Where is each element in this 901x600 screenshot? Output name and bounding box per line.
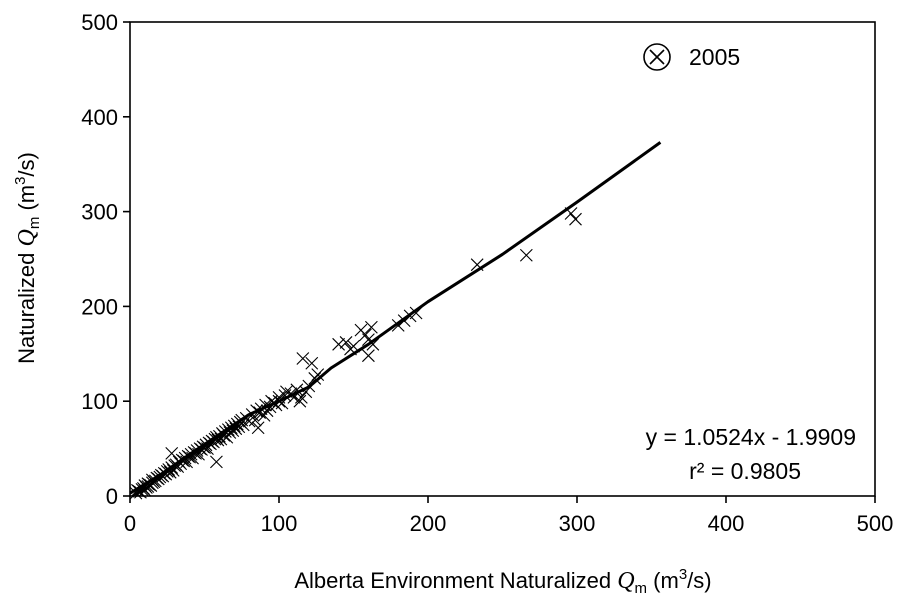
data-point [308, 372, 322, 385]
r-squared-label: r² = 0.9805 [689, 458, 801, 484]
data-point [293, 394, 307, 408]
equation-label: y = 1.0524x - 1.9909 [646, 424, 856, 450]
legend: 2005 [643, 43, 740, 71]
data-point [251, 421, 265, 435]
data-point [311, 368, 325, 382]
data-point [210, 455, 223, 469]
x-axis: 0 100 200 300 400 500 [124, 496, 893, 536]
y-tick-label: 500 [81, 10, 118, 35]
data-point [569, 212, 582, 226]
legend-marker-icon [643, 43, 671, 71]
y-axis-title: Naturalized Qm (m3/s) [12, 152, 43, 364]
data-point [165, 446, 179, 460]
y-tick-label: 0 [106, 484, 118, 509]
plot-border [129, 21, 876, 497]
y-axis: 0 100 200 300 400 500 [81, 10, 130, 509]
y-tick-label: 100 [81, 389, 118, 414]
x-tick-label: 400 [708, 511, 745, 536]
data-point [519, 248, 533, 262]
data-point [366, 337, 380, 351]
x-tick-label: 100 [261, 511, 298, 536]
data-point [339, 336, 353, 349]
data-point [305, 356, 319, 370]
data-point [364, 320, 378, 334]
x-tick-label: 200 [410, 511, 447, 536]
data-point [362, 349, 375, 363]
data-point [163, 465, 177, 479]
x-tick-label: 300 [559, 511, 596, 536]
y-tick-label: 400 [81, 105, 118, 130]
y-tick-label: 200 [81, 294, 118, 319]
plot-area [129, 21, 876, 497]
x-axis-title: Alberta Environment Naturalized Qm (m3/s… [294, 566, 711, 597]
data-point [211, 433, 225, 447]
x-tick-label: 500 [857, 511, 894, 536]
y-tick-label: 300 [81, 200, 118, 225]
legend-marker-x [649, 49, 665, 65]
legend-label: 2005 [689, 44, 740, 70]
data-point [332, 337, 345, 351]
data-point [296, 352, 310, 365]
data-point [129, 486, 143, 500]
fit-line [129, 141, 662, 495]
x-tick-label: 0 [124, 511, 136, 536]
